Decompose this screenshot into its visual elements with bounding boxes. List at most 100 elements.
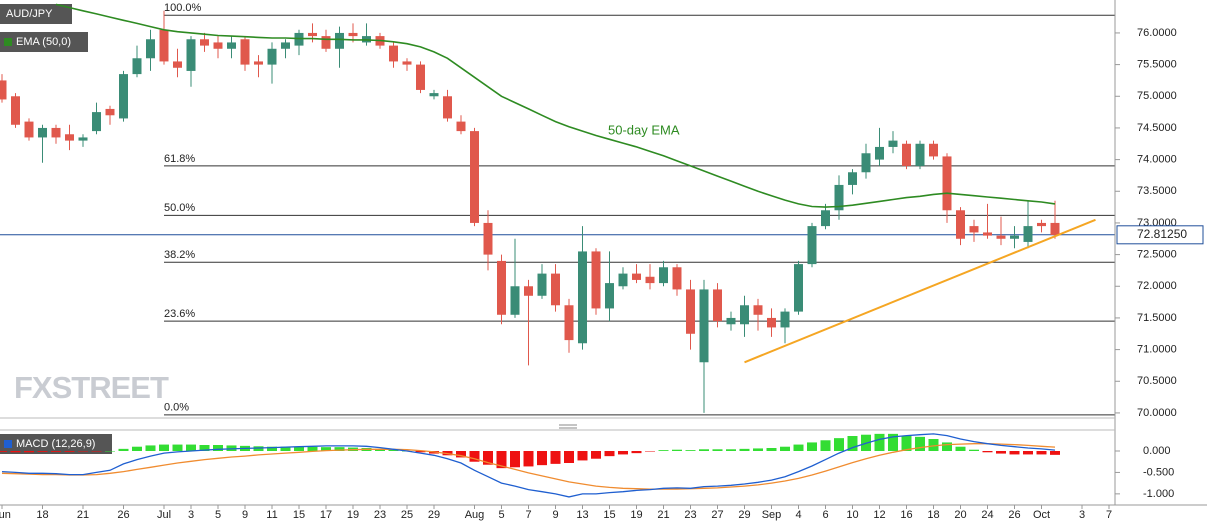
- macd-histogram-bar: [199, 445, 210, 451]
- candle-body: [915, 143, 925, 166]
- candle-body: [308, 32, 317, 37]
- candle-body: [578, 251, 587, 344]
- candle-body: [564, 305, 574, 341]
- back-layer: [0, 14, 1115, 416]
- macd-histogram-bar: [928, 439, 939, 451]
- macd-histogram-bar: [712, 449, 723, 451]
- candle-body: [51, 127, 61, 138]
- candle-body: [186, 39, 196, 71]
- candle-body: [402, 61, 412, 65]
- x-tick-label: 29: [738, 509, 750, 521]
- x-tick-label: 7: [525, 509, 531, 521]
- x-tick-label: Jun: [0, 509, 11, 521]
- macd-y-tick-label: -1.000: [1143, 488, 1174, 500]
- candle-body: [753, 305, 763, 315]
- candle-body: [470, 131, 479, 223]
- candle-body: [956, 210, 965, 239]
- last-price-box: [1116, 225, 1204, 245]
- macd-histogram-bar: [91, 451, 102, 452]
- candle-body: [267, 48, 277, 65]
- x-tick-label: 16: [900, 509, 912, 521]
- candle-body: [848, 172, 857, 185]
- y-tick-label: 72.5000: [1137, 249, 1177, 261]
- x-tick-label: 6: [822, 509, 828, 521]
- candle-body: [929, 143, 938, 157]
- x-tick-label: 9: [552, 509, 558, 521]
- candle-body: [699, 289, 709, 363]
- x-tick-label: 5: [498, 509, 504, 521]
- macd-histogram-bar: [37, 451, 48, 452]
- fib-label: 0.0%: [164, 402, 189, 414]
- macd-histogram-bar: [307, 446, 318, 451]
- signal-line: [1, 443, 1056, 490]
- x-tick-label: 10: [846, 509, 858, 521]
- x-tick-label: 9: [242, 509, 248, 521]
- y-tick-label: 71.0000: [1137, 344, 1177, 356]
- candle-body: [902, 143, 911, 166]
- candle-body: [740, 305, 749, 325]
- macd-histogram-bar: [550, 451, 561, 464]
- macd-histogram-bar: [658, 450, 669, 451]
- y-tick-label: 73.5000: [1137, 185, 1177, 197]
- candle-body: [335, 32, 344, 49]
- macd-histogram-bar: [847, 436, 858, 451]
- macd-histogram-bar: [456, 451, 466, 458]
- candle-body: [686, 289, 695, 334]
- macd-histogram-bar: [415, 451, 426, 453]
- macd-histogram-bar: [888, 433, 898, 451]
- macd-histogram-bar: [132, 446, 142, 451]
- macd-histogram-bar: [901, 435, 912, 451]
- candle-body: [659, 267, 668, 284]
- x-tick-label: 11: [266, 509, 277, 521]
- macd-histogram-bar: [685, 450, 696, 451]
- x-tick-label: 3: [1079, 509, 1085, 521]
- macd-histogram-bar: [496, 451, 507, 469]
- x-tick-label: 13: [576, 509, 588, 521]
- macd-histogram-bar: [969, 449, 979, 451]
- x-tick-label: 12: [873, 509, 885, 521]
- x-tick-label: 17: [320, 509, 332, 521]
- trendline: [744, 218, 1096, 364]
- macd-y-tick-label: -0.500: [1143, 466, 1174, 478]
- candle-body: [38, 127, 47, 138]
- candle-body: [591, 251, 601, 309]
- macd-histogram-bar: [915, 436, 925, 451]
- macd-histogram-bar: [105, 451, 115, 452]
- macd-histogram-bar: [955, 446, 966, 451]
- candle-body: [240, 39, 250, 65]
- macd-histogram-bar: [1023, 451, 1033, 455]
- candle-body: [65, 134, 74, 141]
- x-tick-label: 4: [795, 509, 801, 521]
- candle-body: [78, 137, 88, 141]
- macd-y-tick-label: 0.000: [1143, 445, 1171, 457]
- macd-histogram-bar: [982, 451, 993, 453]
- x-tick-label: 18: [927, 509, 939, 521]
- x-tick-label: 18: [36, 509, 48, 521]
- candle-body: [119, 74, 128, 119]
- x-tick-label: 7: [1106, 509, 1112, 521]
- symbol-box: [0, 4, 72, 24]
- candle-body: [389, 45, 398, 62]
- candle-body: [321, 36, 331, 49]
- y-tick-label: 75.0000: [1137, 90, 1177, 102]
- macd-histogram-bar: [753, 448, 763, 451]
- macd-histogram-bar: [1050, 451, 1060, 455]
- macd-histogram-bar: [10, 451, 21, 453]
- macd-histogram-bar: [807, 442, 817, 451]
- y-tick-label: 76.0000: [1137, 27, 1177, 39]
- ema-line: [55, 3, 1056, 208]
- macd-histogram-bar: [51, 451, 61, 452]
- macd-histogram-bar: [766, 448, 777, 451]
- candle-body: [618, 273, 628, 287]
- x-tick-label: Sep: [762, 509, 782, 521]
- candle-body: [713, 289, 722, 322]
- x-tick-label: Jul: [157, 509, 171, 521]
- candle-body: [605, 283, 614, 309]
- candle-body: [443, 96, 452, 119]
- macd-histogram-bar: [834, 438, 844, 451]
- candle-body: [983, 232, 992, 236]
- y-tick-label: 75.5000: [1137, 59, 1177, 71]
- candle-body: [645, 276, 655, 284]
- fib-label: 23.6%: [164, 308, 195, 320]
- macd-histogram-bar: [591, 451, 601, 459]
